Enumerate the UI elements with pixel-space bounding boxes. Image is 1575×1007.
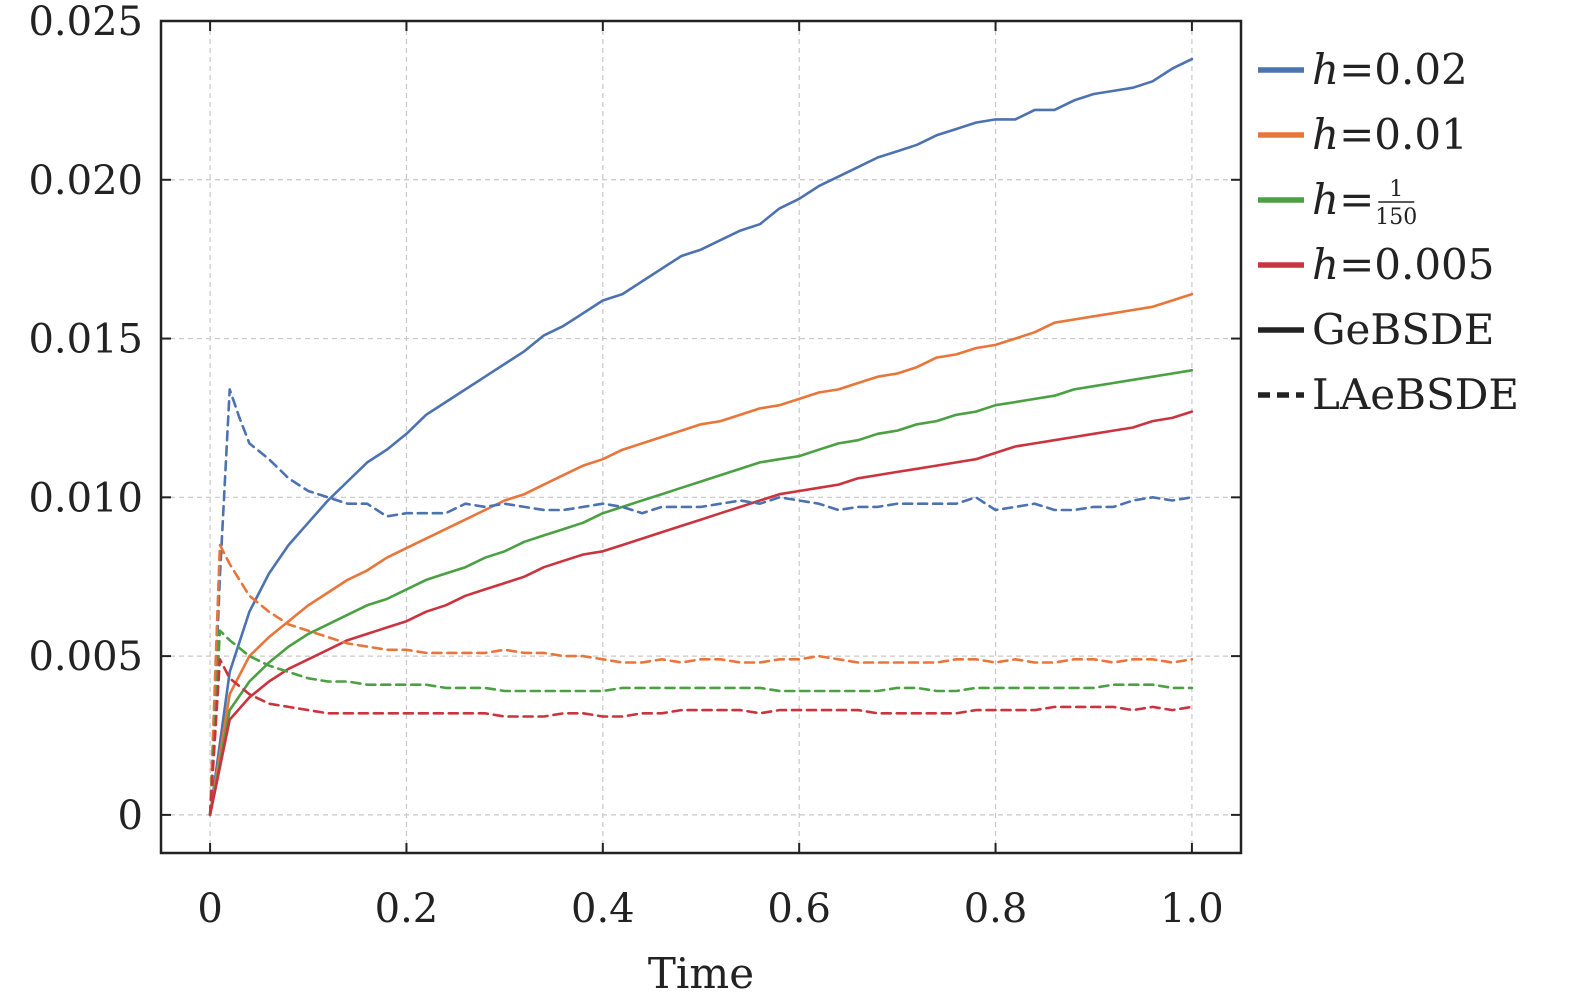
legend-label-text: =0.01 [1339,110,1468,159]
legend-item-h150: h= 1 150 [1258,175,1417,230]
legend-label: GeBSDE [1312,305,1494,354]
legend-fraction-numerator: 1 [1389,177,1403,202]
legend-label: h=0.005 [1312,240,1495,289]
legend-label-text: =0.005 [1339,240,1494,289]
x-tick-label: 0 [197,886,222,932]
legend-label-variable: h [1312,110,1339,159]
series-line-laebsde-h1150 [208,629,1194,817]
legend-label-text: =0.02 [1339,45,1468,94]
series-line-gebsde-h001 [208,292,1194,817]
plot-frame [159,19,1243,855]
legend-item-laebsde: LAeBSDE [1258,370,1519,419]
axis-ticks: 0 0.2 0.4 0.6 0.8 1.0 0 0.005 0.010 0.015 0.020 0.0… [28,0,1241,932]
legend-label-text: LAeBSDE [1312,370,1519,419]
x-axis-label: Time [648,949,754,998]
series-line-gebsde-h002 [208,57,1194,817]
legend-label: h=0.02 [1312,45,1468,94]
y-tick-label: 0.010 [28,475,143,521]
y-tick-label: 0.020 [28,158,143,204]
legend-label-variable: h [1312,175,1339,224]
y-tick-label: 0 [118,793,143,839]
series-lines [208,57,1194,817]
y-tick-label: 0.005 [28,634,143,680]
legend-label-text: = [1339,175,1374,224]
legend-label: h= [1312,175,1374,224]
x-tick-label: 0.6 [767,886,831,932]
legend-label-text: GeBSDE [1312,305,1494,354]
legend-fraction-denominator: 150 [1375,205,1417,230]
legend-item-h0005: h=0.005 [1258,240,1495,289]
legend-label-variable: h [1312,45,1339,94]
y-tick-label: 0.015 [28,317,143,363]
x-tick-label: 0.8 [964,886,1028,932]
series-line-laebsde-h001 [208,543,1194,817]
legend-item-gebsde: GeBSDE [1258,305,1494,354]
series-line-laebsde-h002 [208,388,1194,817]
x-tick-label: 0.2 [375,886,439,932]
x-tick-label: 0.4 [571,886,635,932]
series-line-gebsde-h0005 [208,410,1194,817]
legend-label: LAeBSDE [1312,370,1519,419]
x-tick-label: 1.0 [1160,886,1224,932]
legend-label-variable: h [1312,240,1339,289]
legend-item-h002: h=0.02 [1258,45,1468,94]
series-line-gebsde-h1150 [208,368,1194,817]
series-line-laebsde-h0005 [208,657,1194,817]
legend-item-h001: h=0.01 [1258,110,1468,159]
y-tick-label: 0.025 [28,0,143,45]
legend-label: h=0.01 [1312,110,1468,159]
